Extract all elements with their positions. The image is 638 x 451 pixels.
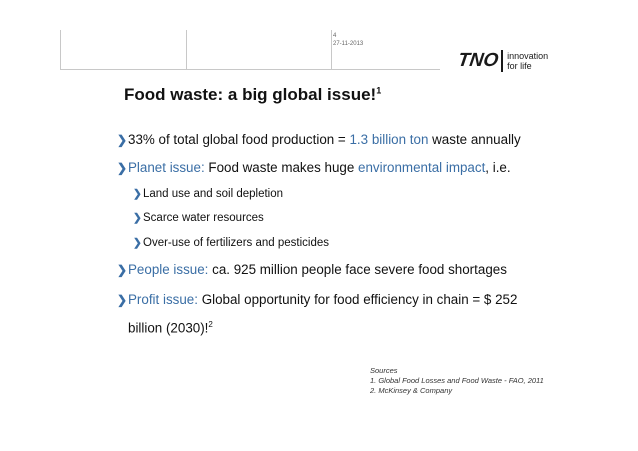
sub-bullet-water: ❯Scarce water resources [133, 212, 264, 224]
slide-title: Food waste: a big global issue!1 [124, 85, 381, 105]
slide-title-footnote: 1 [376, 85, 382, 96]
logo-separator [501, 50, 504, 72]
page-number: 4 [333, 33, 337, 39]
sub-bullet-land-use: ❯Land use and soil depletion [133, 188, 283, 200]
logo-tagline-line2: for life [507, 61, 532, 71]
bullet-arrow-icon: ❯ [117, 133, 128, 147]
bullet-people-issue: ❯People issue: ca. 925 million people fa… [117, 262, 507, 277]
bullet1-pre: 33% of total global food production = [128, 132, 350, 147]
bullet-profit-continuation: billion (2030)!2 [128, 320, 213, 335]
sub-bullet-text: Over-use of fertilizers and pesticides [143, 237, 329, 249]
slide-title-text: Food waste: a big global issue! [124, 85, 377, 104]
source-item-1: 1. Global Food Losses and Food Waste - F… [370, 376, 544, 385]
bullet4-continuation: billion (2030)! [128, 320, 209, 336]
bullet-arrow-icon: ❯ [133, 189, 142, 200]
bullet4-footnote: 2 [208, 320, 213, 329]
logo-mark: TNO [456, 50, 500, 71]
bullet2-post: , i.e. [485, 160, 511, 175]
header-baseline [60, 69, 440, 70]
bullet4-text: Global opportunity for food efficiency i… [197, 292, 518, 307]
bullet-arrow-icon: ❯ [117, 161, 128, 175]
bullet2-pre: Food waste makes huge [204, 160, 359, 175]
slide-date: 27-11-2013 [333, 41, 364, 47]
header-divider-3 [331, 30, 332, 70]
bullet-arrow-icon: ❯ [117, 293, 128, 307]
bullet1-highlight: 1.3 billion ton [349, 132, 429, 147]
bullet3-text: ca. 925 million people face severe food … [208, 262, 507, 277]
header-divider-1 [60, 30, 61, 70]
bullet2-label: Planet issue: [128, 160, 205, 175]
bullet-arrow-icon: ❯ [133, 213, 142, 224]
bullet1-post: waste annually [428, 132, 521, 147]
sub-bullet-text: Land use and soil depletion [143, 188, 284, 200]
bullet-profit-issue: ❯Profit issue: Global opportunity for fo… [117, 292, 517, 307]
sources-block: Sources 1. Global Food Losses and Food W… [370, 366, 544, 396]
tno-logo: TNO innovation for life [456, 50, 548, 72]
bullet3-label: People issue: [128, 262, 209, 277]
bullet-planet-issue: ❯Planet issue: Food waste makes huge env… [117, 160, 511, 175]
bullet-arrow-icon: ❯ [133, 238, 142, 249]
bullet-food-production: ❯33% of total global food production = 1… [117, 132, 521, 147]
logo-tagline: innovation for life [507, 51, 548, 71]
source-item-2: 2. McKinsey & Company [370, 386, 453, 395]
sub-bullet-text: Scarce water resources [143, 212, 264, 224]
sources-heading: Sources [370, 366, 398, 375]
bullet4-label: Profit issue: [128, 292, 198, 307]
sub-bullet-fertilizers: ❯Over-use of fertilizers and pesticides [133, 237, 329, 249]
bullet2-highlight: environmental impact [358, 160, 486, 175]
logo-tagline-line1: innovation [507, 51, 549, 61]
bullet-arrow-icon: ❯ [117, 263, 128, 277]
header-divider-2 [186, 30, 187, 70]
